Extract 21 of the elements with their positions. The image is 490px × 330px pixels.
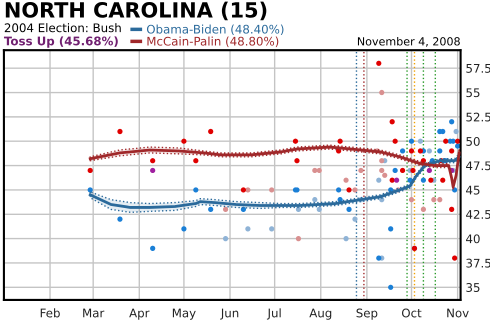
x-tick-label: Oct: [402, 308, 422, 318]
x-tick-label: Mar: [83, 308, 104, 318]
legend-label: Obama-Biden (48.40%): [146, 24, 284, 36]
y-tick-label: 45: [466, 186, 480, 195]
y-tick-label: 35: [466, 283, 480, 292]
text: November 4, 2008: [358, 36, 460, 47]
x-tick-label: May: [172, 308, 196, 320]
x-tick-label: Jun: [220, 308, 238, 320]
x-tick-label: Apr: [129, 308, 150, 320]
x-tick-label: Sep: [356, 308, 378, 320]
legend-label: McCain-Palin (48.80%): [147, 36, 278, 48]
x-tick-label: Aug: [309, 308, 332, 320]
chart-subtitle: 2004 Election: Bush: [4, 23, 121, 32]
y-tick-label: 40: [466, 234, 480, 244]
y-tick-label: 50: [466, 136, 480, 146]
text: Toss Up (45.68%): [4, 36, 118, 48]
x-tick-label: Nov: [447, 308, 469, 318]
x-tick-label: Jul: [266, 308, 281, 320]
x-tick-label: Feb: [40, 308, 60, 318]
y-tick-label: 55: [466, 88, 480, 98]
chart-title: NORTH CAROLINA (15): [6, 2, 266, 20]
